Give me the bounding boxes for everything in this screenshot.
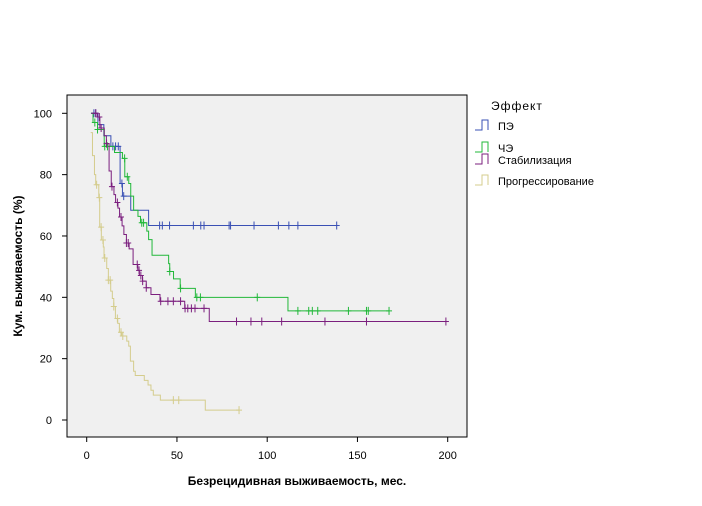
censor-mark: [201, 304, 208, 313]
plot-area: [66, 94, 468, 438]
legend-swatch-3: [475, 174, 489, 186]
censor-mark: [233, 317, 240, 326]
legend-label-1: ЧЭ: [498, 143, 513, 155]
censor-mark: [175, 396, 182, 405]
legend-label-0: ПЭ: [498, 121, 514, 133]
censor-mark: [190, 221, 197, 230]
censor-mark: [333, 221, 340, 230]
y-tick-label: 0: [46, 415, 52, 427]
y-tick-label: 100: [34, 108, 52, 120]
legend-swatch-1: [475, 141, 489, 153]
legend-swatch-0: [475, 119, 489, 131]
y-tick-label: 80: [40, 170, 52, 182]
curves: [90, 109, 449, 415]
censor-mark: [386, 306, 393, 315]
censor-mark: [247, 317, 254, 326]
censor-mark: [309, 306, 316, 315]
censor-mark: [136, 266, 143, 275]
censor-mark: [98, 124, 105, 133]
censor-mark: [166, 267, 173, 276]
censor-mark: [275, 221, 282, 230]
legend-label-3: Прогрессирование: [498, 176, 594, 188]
x-axis-label: Безрецидивная выживаемость, мес.: [188, 474, 406, 488]
censor-mark: [125, 239, 132, 248]
censor-mark: [236, 406, 243, 415]
censor-mark: [118, 179, 125, 188]
censor-mark: [121, 154, 128, 163]
survival-curve-1: [91, 112, 390, 312]
censor-mark: [170, 396, 177, 405]
censor-mark: [197, 293, 204, 302]
x-tick-label: 0: [84, 450, 90, 462]
censor-mark: [124, 172, 131, 181]
censor-mark: [201, 221, 208, 230]
censor-mark: [321, 317, 328, 326]
censor-mark: [294, 306, 301, 315]
legend-title: Эффект: [491, 99, 543, 113]
censor-mark: [258, 317, 265, 326]
censor-mark: [177, 284, 184, 293]
censor-mark: [294, 221, 301, 230]
censor-mark: [166, 221, 173, 230]
censor-mark: [314, 306, 321, 315]
legend-label-2: Стабилизация: [498, 155, 572, 167]
x-tick-label: 200: [439, 450, 457, 462]
censor-mark: [164, 297, 171, 306]
y-tick-label: 60: [40, 231, 52, 243]
censor-mark: [96, 112, 103, 121]
censor-mark: [134, 260, 141, 269]
censor-mark: [91, 118, 98, 127]
censor-mark: [139, 277, 146, 286]
x-tick-label: 50: [171, 450, 183, 462]
censor-mark: [442, 317, 449, 326]
censor-mark: [103, 139, 110, 148]
censor-mark: [157, 297, 164, 306]
censor-mark: [285, 221, 292, 230]
censor-mark: [137, 271, 144, 280]
censor-mark: [99, 235, 106, 244]
censor-mark: [177, 297, 184, 306]
censor-mark: [140, 218, 147, 227]
censor-mark: [120, 192, 127, 201]
censor-mark: [227, 221, 234, 230]
legend-swatch-2: [475, 153, 489, 165]
censor-mark: [114, 314, 121, 323]
censor-mark: [94, 125, 101, 134]
censor-mark: [107, 276, 114, 285]
censor-mark: [363, 317, 370, 326]
censor-mark: [365, 306, 372, 315]
censor-mark: [170, 297, 177, 306]
censor-mark: [159, 221, 166, 230]
censor-mark: [98, 223, 105, 232]
censor-mark: [101, 254, 108, 263]
censor-mark: [114, 198, 121, 207]
censor-mark: [254, 293, 261, 302]
censor-mark: [110, 302, 117, 311]
x-axis: 0 50 100 150 200: [84, 437, 457, 462]
censor-mark: [108, 182, 115, 191]
y-tick-label: 40: [40, 292, 52, 304]
censor-mark: [345, 306, 352, 315]
censor-mark: [115, 142, 122, 151]
y-tick-label: 20: [40, 354, 52, 366]
x-tick-label: 150: [348, 450, 366, 462]
y-axis: 0 20 40 60 80 100: [34, 108, 67, 427]
y-axis-label: Кум. выживаемость (%): [11, 195, 25, 336]
censor-mark: [192, 304, 198, 313]
censor-mark: [93, 180, 100, 189]
censor-mark: [251, 221, 258, 230]
censor-mark: [96, 193, 103, 202]
censor-mark: [119, 331, 126, 340]
censor-mark: [92, 109, 99, 118]
censor-mark: [143, 283, 150, 292]
censor-mark: [278, 317, 285, 326]
x-tick-label: 100: [258, 450, 276, 462]
censor-mark: [117, 212, 124, 221]
